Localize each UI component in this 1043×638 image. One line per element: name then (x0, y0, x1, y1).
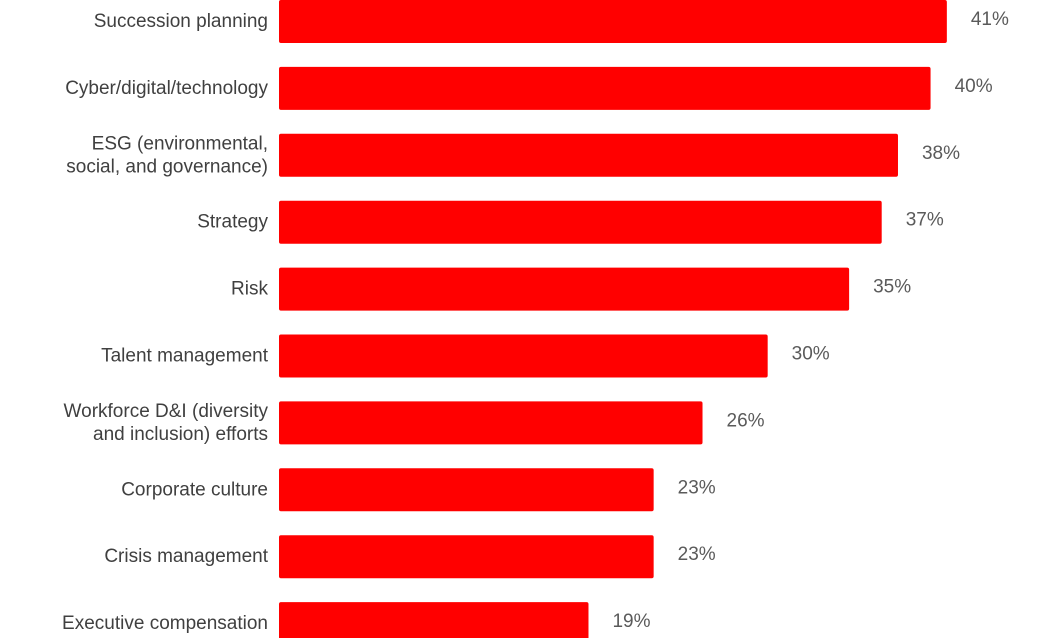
category-label: Cyber/digital/technology (65, 78, 268, 99)
category-label-line: Succession planning (94, 11, 268, 32)
value-label: 30% (792, 344, 830, 365)
category-label-line: Workforce D&I (diversity (64, 401, 269, 422)
bar (279, 401, 703, 445)
category-label-line: Talent management (101, 346, 269, 367)
category-label: Corporate culture (121, 479, 268, 500)
value-label: 38% (922, 143, 960, 164)
value-label: 40% (955, 76, 993, 97)
bars-layer (279, 0, 947, 638)
category-label-line: and inclusion) efforts (93, 424, 268, 445)
bar (279, 535, 654, 579)
category-label: Succession planning (94, 11, 268, 32)
category-label-line: Corporate culture (121, 479, 268, 500)
category-label-line: Strategy (197, 212, 268, 233)
value-label: 35% (873, 277, 911, 298)
value-label: 41% (971, 9, 1009, 30)
category-label-line: Risk (231, 279, 268, 300)
bar (279, 0, 947, 43)
bar (279, 267, 850, 311)
bar (279, 66, 931, 110)
value-label: 37% (906, 210, 944, 231)
category-label: Risk (231, 279, 268, 300)
category-label: Strategy (197, 212, 268, 233)
value-label: 23% (678, 544, 716, 565)
category-label: Crisis management (104, 546, 268, 567)
category-label: ESG (environmental, social, and governanc… (66, 133, 268, 177)
bar (279, 602, 589, 638)
category-label: Talent management (101, 346, 269, 367)
category-label-line: social, and governance) (66, 156, 268, 177)
value-labels: 41% 40% 38% 37% 35% 30% 26% 23% 23% 19% (612, 9, 1008, 632)
value-label: 23% (678, 477, 716, 498)
category-labels: Succession planning Cyber/digital/technol… (62, 11, 269, 634)
category-label-line: Executive compensation (62, 613, 268, 634)
category-label: Executive compensation (62, 613, 268, 634)
category-label-line: ESG (environmental, (92, 133, 268, 154)
category-label-line: Cyber/digital/technology (65, 78, 268, 99)
bar (279, 200, 882, 244)
bar (279, 334, 768, 378)
category-label: Workforce D&I (diversity and inclusion) e… (64, 401, 269, 445)
category-label-line: Crisis management (104, 546, 268, 567)
value-label: 19% (612, 611, 650, 632)
value-label: 26% (727, 410, 765, 431)
bar (279, 133, 898, 177)
bar (279, 468, 654, 512)
